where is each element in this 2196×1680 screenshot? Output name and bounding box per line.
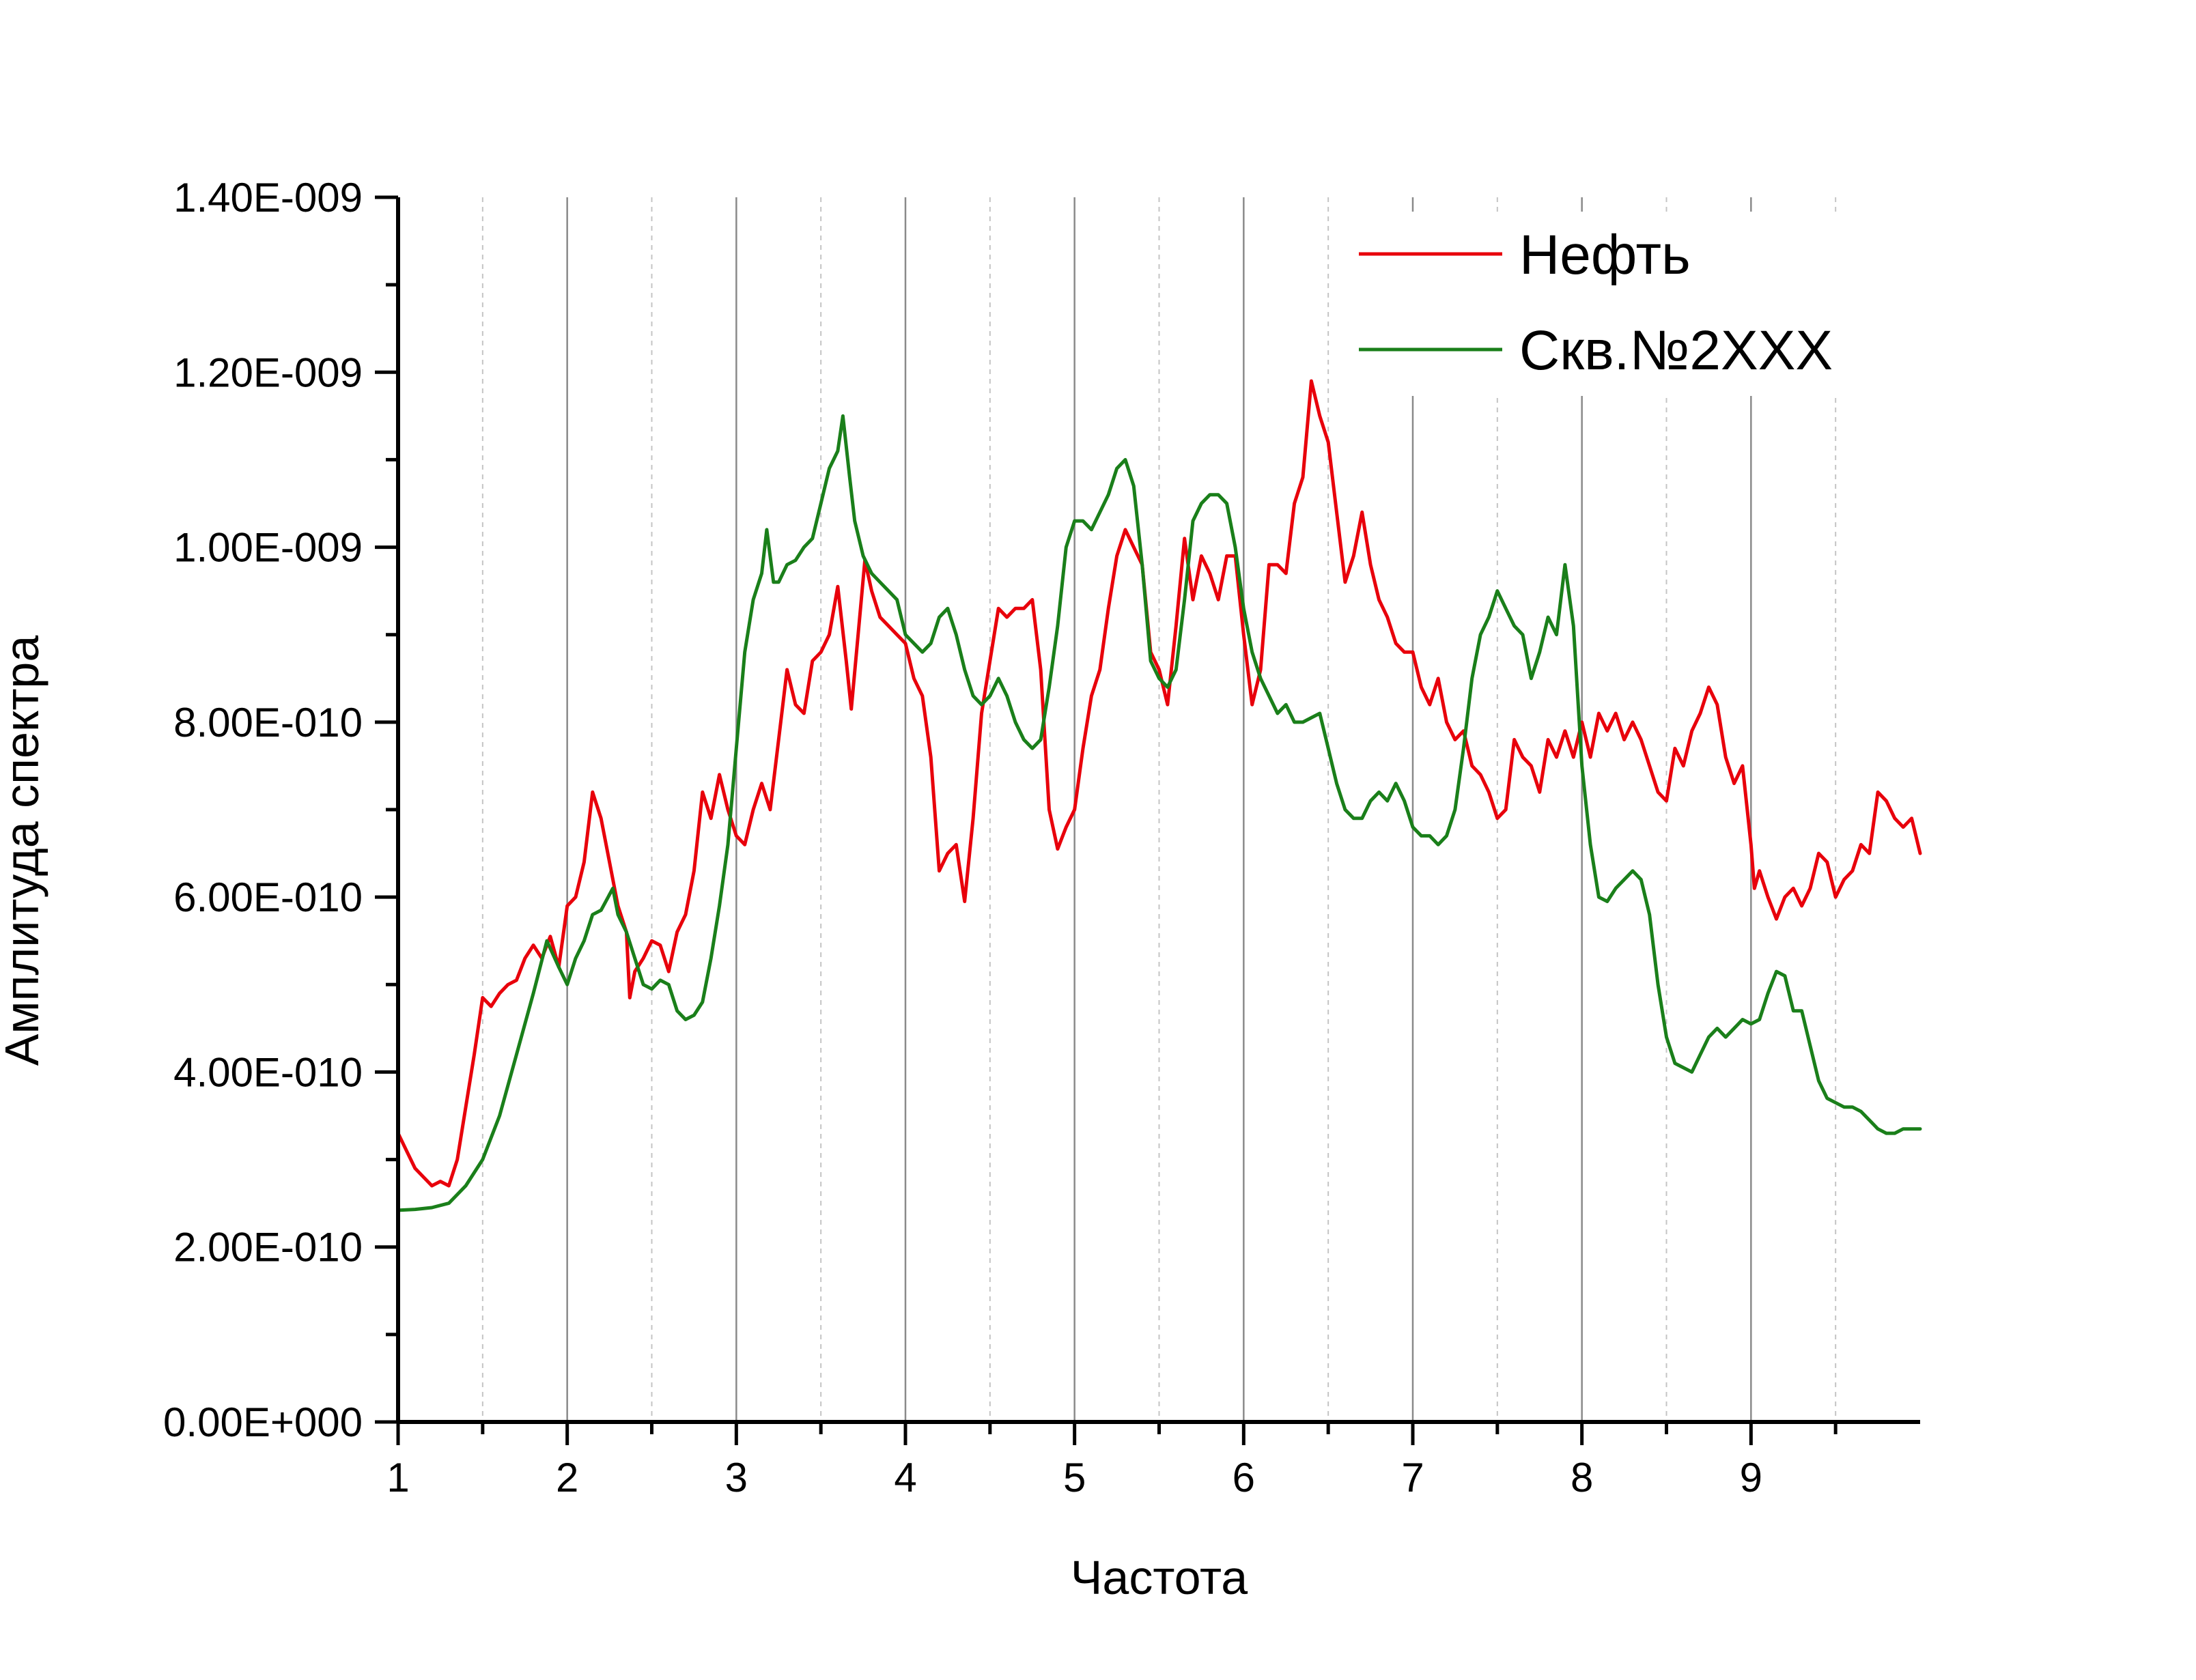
x-tick-label: 1 bbox=[386, 1455, 409, 1500]
y-tick-label: 1.20E-009 bbox=[173, 350, 363, 395]
series-line bbox=[396, 414, 1922, 1212]
x-tick-label: 7 bbox=[1401, 1455, 1424, 1500]
x-tick-label: 2 bbox=[556, 1455, 578, 1500]
legend-background bbox=[1338, 212, 1878, 396]
x-tick-label: 4 bbox=[894, 1455, 916, 1500]
series-lines bbox=[396, 379, 1922, 1212]
x-tick-label: 8 bbox=[1571, 1455, 1593, 1500]
grid-lines bbox=[481, 197, 1837, 1422]
x-tick-label: 5 bbox=[1063, 1455, 1086, 1500]
y-tick-label: 4.00E-010 bbox=[173, 1049, 363, 1095]
series-line bbox=[396, 379, 1922, 1188]
y-tick-label: 1.40E-009 bbox=[173, 175, 363, 220]
x-tick-label: 6 bbox=[1233, 1455, 1255, 1500]
y-axis-title: Амплитуда спектра bbox=[0, 636, 48, 1066]
axes: 0.00E+000 2.00E-010 4.00E-010 6.00E-010 8.00… bbox=[163, 175, 1920, 1500]
legend-label: Скв.№2XXX bbox=[1519, 319, 1833, 382]
y-tick-label: 2.00E-010 bbox=[173, 1225, 363, 1270]
y-tick-label: 6.00E-010 bbox=[173, 874, 363, 920]
x-axis-title: Частота bbox=[1071, 1551, 1248, 1604]
x-tick-label: 9 bbox=[1740, 1455, 1762, 1500]
legend-label: Нефть bbox=[1519, 224, 1691, 286]
x-tick-label: 3 bbox=[725, 1455, 748, 1500]
y-tick-label: 1.00E-009 bbox=[173, 525, 363, 571]
y-tick-label: 8.00E-010 bbox=[173, 700, 363, 745]
legend: Нефть Скв.№2XXX bbox=[1338, 212, 1878, 396]
y-tick-label: 0.00E+000 bbox=[163, 1399, 363, 1445]
